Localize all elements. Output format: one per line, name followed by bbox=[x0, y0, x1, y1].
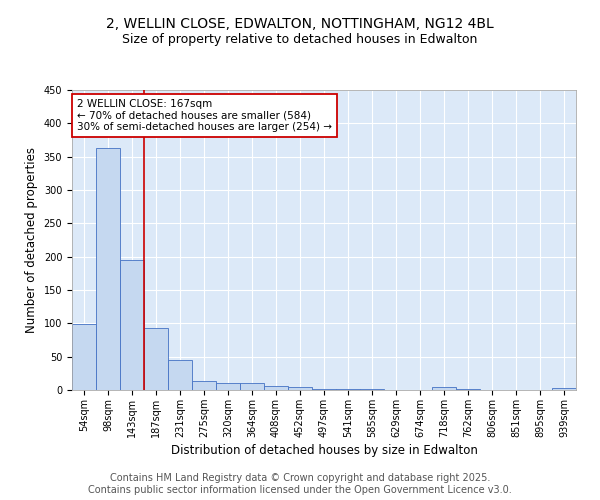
Bar bbox=[432, 386, 456, 390]
Bar bbox=[288, 388, 312, 390]
Bar bbox=[456, 388, 480, 390]
Text: Size of property relative to detached houses in Edwalton: Size of property relative to detached ho… bbox=[122, 32, 478, 46]
Bar bbox=[240, 384, 264, 390]
Bar bbox=[264, 386, 288, 390]
Text: 2, WELLIN CLOSE, EDWALTON, NOTTINGHAM, NG12 4BL: 2, WELLIN CLOSE, EDWALTON, NOTTINGHAM, N… bbox=[106, 18, 494, 32]
Bar bbox=[96, 148, 120, 390]
Bar bbox=[144, 328, 168, 390]
Bar bbox=[192, 382, 216, 390]
Text: 2 WELLIN CLOSE: 167sqm
← 70% of detached houses are smaller (584)
30% of semi-de: 2 WELLIN CLOSE: 167sqm ← 70% of detached… bbox=[77, 99, 332, 132]
Bar bbox=[120, 260, 144, 390]
Text: Contains HM Land Registry data © Crown copyright and database right 2025.
Contai: Contains HM Land Registry data © Crown c… bbox=[88, 474, 512, 495]
Bar bbox=[552, 388, 576, 390]
X-axis label: Distribution of detached houses by size in Edwalton: Distribution of detached houses by size … bbox=[170, 444, 478, 457]
Bar bbox=[72, 324, 96, 390]
Bar bbox=[216, 384, 240, 390]
Bar bbox=[312, 388, 336, 390]
Bar bbox=[168, 360, 192, 390]
Y-axis label: Number of detached properties: Number of detached properties bbox=[25, 147, 38, 333]
